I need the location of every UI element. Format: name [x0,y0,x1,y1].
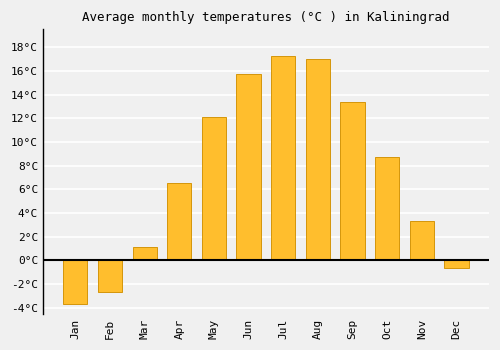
Bar [444,260,468,267]
Bar [202,117,226,260]
Bar [63,260,88,304]
Bar [410,221,434,260]
Bar [98,260,122,293]
Bar [167,183,192,260]
Bar [236,75,260,260]
Bar [306,59,330,260]
Bar [271,56,295,260]
Bar [375,158,400,260]
Bar [340,102,364,260]
Bar [132,247,157,260]
Title: Average monthly temperatures (°C ) in Kaliningrad: Average monthly temperatures (°C ) in Ka… [82,11,450,24]
